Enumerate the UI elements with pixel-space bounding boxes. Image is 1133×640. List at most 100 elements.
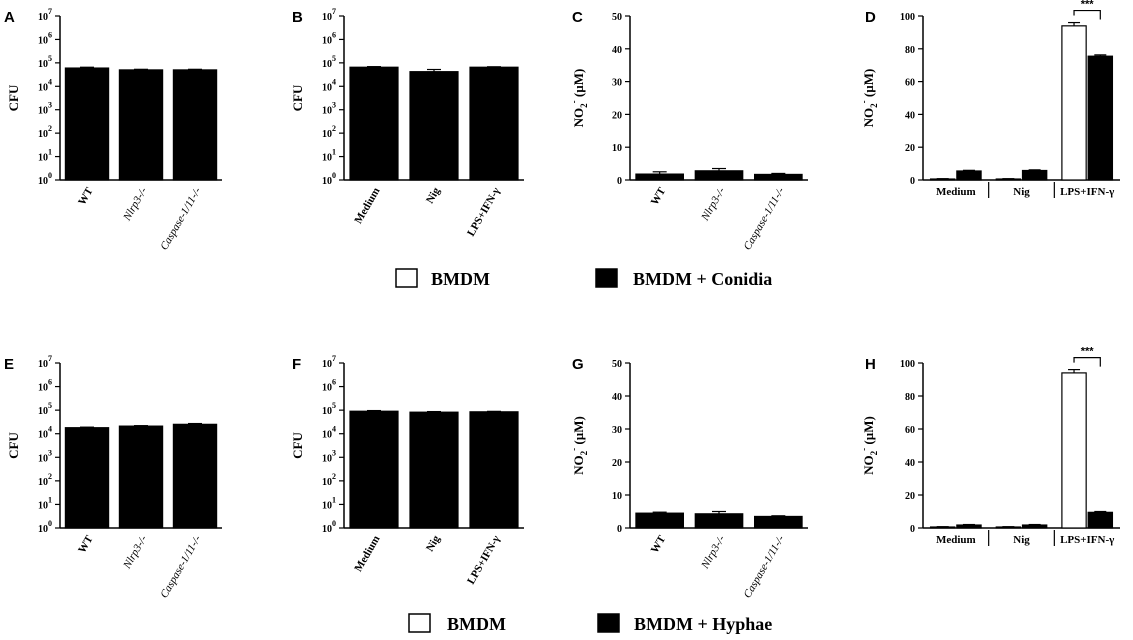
- bar: [118, 425, 164, 529]
- bar: [635, 512, 685, 529]
- legend-bottom-black-label: BMDM + Hyphae: [634, 614, 772, 634]
- legend-bottom-white-swatch: [408, 613, 431, 633]
- x-tick-label: WT: [649, 185, 669, 207]
- bar: [409, 71, 459, 181]
- significance-bracket: [1073, 357, 1101, 367]
- y-tick-label: 100: [900, 12, 915, 23]
- y-axis-label: CFU: [6, 432, 21, 459]
- bar: [409, 411, 459, 529]
- y-tick-label: 20: [612, 110, 622, 121]
- y-tick-label: 106: [38, 30, 52, 46]
- y-tick-label: 100: [38, 519, 52, 535]
- x-tick-label: WT: [76, 185, 96, 207]
- legend-top-white-swatch: [395, 268, 418, 288]
- significance-bracket: [1073, 9, 1101, 20]
- y-tick-label: 30: [612, 425, 622, 436]
- y-axis-label: NO2- (µM): [859, 416, 879, 475]
- bar: [64, 427, 110, 529]
- bar: [349, 66, 399, 181]
- y-tick-label: 40: [612, 392, 622, 403]
- legend-top: BMDM BMDM + Conidia: [395, 268, 772, 289]
- x-tick-label: Nig: [424, 533, 443, 554]
- y-tick-label: 10: [612, 491, 622, 502]
- y-tick-label: 104: [322, 425, 336, 441]
- x-tick-label: Caspase-1/11-/-: [158, 185, 204, 252]
- panel-f: F CFU 100 101 102 103 104 105 106 107 Medium Nig LPS…: [290, 354, 524, 586]
- bar: [694, 170, 744, 181]
- panel-c: C NO2- (µM) 0 10 20 30 40 50 WT Nlrp3-/- Caspase-1…: [569, 9, 808, 252]
- bar: [1087, 511, 1114, 529]
- x-tick-label: Medium: [936, 534, 976, 546]
- x-tick-label: WT: [76, 533, 96, 555]
- y-tick-label: 104: [38, 425, 52, 441]
- x-tick-label: Nig: [424, 185, 443, 206]
- x-tick-label: LPS+IFN-γ: [1060, 186, 1114, 198]
- x-tick-label: Medium: [352, 186, 382, 226]
- y-tick-label: 80: [905, 392, 915, 403]
- x-tick-label: Nig: [1013, 186, 1030, 198]
- y-tick-label: 50: [612, 359, 622, 370]
- bar: [1061, 25, 1087, 181]
- x-tick-label: Nig: [1013, 534, 1030, 546]
- bar: [172, 423, 218, 529]
- bar: [1021, 169, 1048, 181]
- bar: [1021, 524, 1048, 529]
- legend-bottom-white-label: BMDM: [447, 614, 506, 634]
- panel-letter: B: [292, 9, 303, 26]
- bar: [753, 515, 803, 529]
- y-tick-label: 106: [322, 30, 336, 46]
- bar: [1061, 372, 1087, 529]
- bar: [469, 411, 519, 529]
- y-tick-label: 103: [38, 101, 52, 117]
- bar: [956, 170, 982, 181]
- panel-e: E CFU 100 101 102 103 104 105 106 107 WT Nlrp3-/- Ca…: [4, 354, 222, 600]
- y-tick-label: 102: [38, 124, 52, 140]
- y-tick-label: 104: [322, 77, 336, 93]
- significance-label: ***: [1081, 0, 1095, 11]
- bar: [1087, 55, 1114, 181]
- y-tick-label: 107: [322, 7, 336, 23]
- y-tick-label: 100: [322, 519, 336, 535]
- panel-b: B CFU 100 101 102 103 104 105 106 107 Medium Nig LPS…: [290, 7, 524, 238]
- y-axis-label: NO2- (µM): [569, 69, 589, 128]
- y-axis-label: NO2- (µM): [859, 69, 879, 128]
- bar: [694, 513, 744, 529]
- x-tick-label: Medium: [352, 534, 382, 574]
- x-tick-label: LPS+IFN-γ: [465, 534, 502, 587]
- x-tick-label: WT: [649, 533, 669, 555]
- bar: [469, 66, 519, 181]
- y-tick-label: 100: [322, 171, 336, 187]
- panel-letter: H: [865, 356, 876, 373]
- panel-d: D NO2- (µM) 0 20 40 60 80 100 Medium Nig LPS+IFN-γ…: [859, 0, 1120, 198]
- panel-h: H NO2- (µM) 0 20 40 60 80 100 Medium Nig LPS+IFN-γ…: [859, 346, 1120, 546]
- y-tick-label: 101: [38, 148, 52, 164]
- y-tick-label: 107: [38, 7, 52, 23]
- y-tick-label: 101: [38, 495, 52, 511]
- bar: [349, 410, 399, 529]
- panel-letter: F: [292, 356, 301, 373]
- legend-bottom-black-swatch: [597, 613, 620, 633]
- panel-letter: C: [572, 9, 583, 26]
- panel-letter: D: [865, 9, 876, 26]
- legend-top-black-swatch: [595, 268, 618, 288]
- y-tick-label: 101: [322, 495, 336, 511]
- x-tick-label: Nlrp3-/-: [121, 533, 150, 571]
- y-tick-label: 100: [900, 359, 915, 370]
- bar: [753, 173, 803, 181]
- y-tick-label: 0: [617, 524, 622, 535]
- y-tick-label: 107: [322, 354, 336, 370]
- bar: [118, 69, 164, 181]
- y-tick-label: 107: [38, 354, 52, 370]
- x-tick-label: Caspase-1/11-/-: [742, 185, 788, 252]
- panel-g: G NO2- (µM) 0 10 20 30 40 50 WT Nlrp3-/- Caspase-1…: [569, 356, 808, 600]
- x-tick-label: LPS+IFN-γ: [1060, 534, 1114, 546]
- panel-letter: A: [4, 9, 15, 26]
- bar: [635, 173, 685, 181]
- legend-bottom: BMDM BMDM + Hyphae: [408, 613, 772, 634]
- bar: [956, 524, 982, 529]
- bar: [172, 69, 218, 181]
- y-tick-label: 105: [322, 401, 336, 417]
- y-tick-label: 0: [910, 176, 915, 187]
- y-axis-label: CFU: [6, 84, 21, 111]
- x-tick-label: LPS+IFN-γ: [465, 186, 502, 239]
